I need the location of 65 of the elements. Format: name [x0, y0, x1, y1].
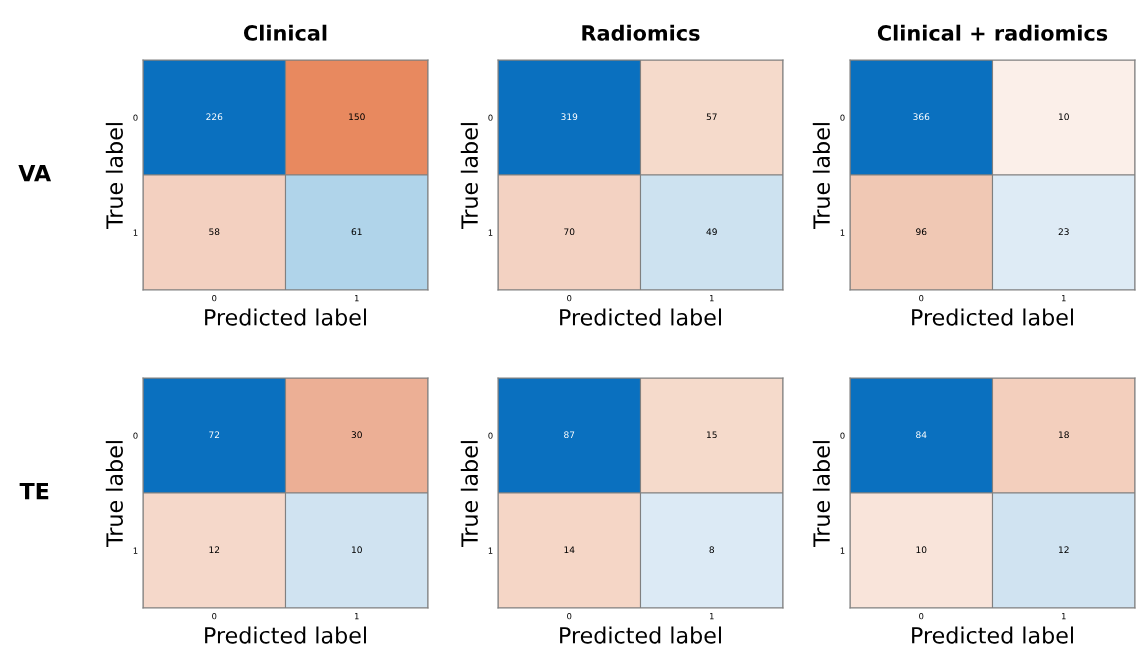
- y-tick-label: 1: [840, 229, 845, 236]
- x-axis-title: Predicted label: [560, 308, 721, 326]
- data-label: 226: [206, 113, 223, 121]
- y-tick-label: 1: [133, 229, 138, 236]
- data-label: 14: [564, 546, 575, 553]
- data-label: 58: [209, 228, 220, 236]
- data-label: 150: [349, 113, 365, 121]
- y-axis-title: True label: [460, 441, 478, 548]
- y-tick-label: 1: [488, 229, 493, 236]
- y-tick-label: 1: [133, 547, 138, 554]
- x-tick-label: 1: [355, 613, 359, 620]
- x-tick-label: 0: [919, 295, 924, 302]
- data-label: 319: [561, 113, 578, 121]
- x-axis-title: Predicted label: [205, 308, 366, 326]
- x-axis-title: Predicted label: [912, 626, 1073, 644]
- x-tick-label: 1: [710, 295, 714, 302]
- x-tick-label: 0: [919, 613, 924, 620]
- chart-title: Radiomics: [582, 24, 700, 41]
- data-label: 12: [1059, 546, 1069, 553]
- y-axis-title: True label: [105, 123, 123, 230]
- data-label: 30: [351, 431, 362, 439]
- x-tick-label: 1: [355, 295, 359, 302]
- x-axis-title: Predicted label: [560, 626, 721, 644]
- y-tick-label: 0: [488, 114, 493, 121]
- data-label: 84: [916, 431, 927, 439]
- y-axis-title: True label: [105, 441, 123, 548]
- data-label: 10: [916, 546, 927, 554]
- y-tick-label: 0: [488, 432, 493, 439]
- data-label: 87: [564, 431, 575, 439]
- data-label: 57: [706, 113, 717, 121]
- data-label: 61: [351, 228, 362, 236]
- data-label: 12: [209, 546, 220, 553]
- data-label: 49: [706, 228, 717, 236]
- data-label: 15: [707, 431, 717, 439]
- data-label: 18: [1059, 431, 1069, 439]
- y-tick-label: 0: [840, 432, 845, 439]
- y-tick-label: 0: [133, 432, 138, 439]
- y-tick-label: 0: [840, 114, 845, 121]
- text: TE: [19, 482, 49, 500]
- y-axis-title: True label: [812, 441, 830, 548]
- data-label: 10: [352, 546, 362, 554]
- chart-title: Clinical: [243, 24, 327, 41]
- data-label: 70: [564, 228, 575, 236]
- y-tick-label: 1: [840, 547, 845, 554]
- data-label: 366: [913, 113, 930, 121]
- x-axis-title: Predicted label: [205, 626, 366, 644]
- x-tick-label: 1: [710, 613, 714, 620]
- y-axis-title: True label: [460, 123, 478, 230]
- y-tick-label: 1: [488, 547, 493, 554]
- x-axis-title: Predicted label: [912, 308, 1073, 326]
- data-label: 10: [1059, 113, 1069, 121]
- x-tick-label: 1: [1062, 295, 1066, 302]
- chart-title: Clinical + radiomics: [877, 24, 1108, 41]
- y-axis-title: True label: [812, 123, 830, 230]
- data-label: 8: [709, 546, 714, 554]
- text: VA: [18, 164, 52, 182]
- x-tick-label: 0: [567, 295, 572, 302]
- data-label: 96: [916, 228, 927, 236]
- data-label: 23: [1058, 228, 1069, 236]
- y-tick-label: 0: [133, 114, 138, 121]
- x-tick-label: 1: [1062, 613, 1066, 620]
- x-tick-label: 0: [212, 295, 217, 302]
- data-label: 72: [209, 431, 220, 438]
- x-tick-label: 0: [567, 613, 572, 620]
- x-tick-label: 0: [212, 613, 217, 620]
